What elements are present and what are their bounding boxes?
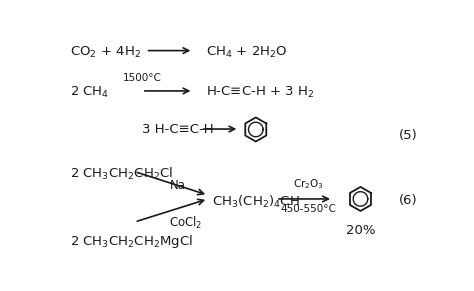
Text: 20%: 20% <box>346 224 375 237</box>
Text: CO$_2$ + 4H$_2$: CO$_2$ + 4H$_2$ <box>70 45 141 60</box>
Text: 2 CH$_3$CH$_2$CH$_2$MgCl: 2 CH$_3$CH$_2$CH$_2$MgCl <box>70 233 193 250</box>
Text: 450-550°C: 450-550°C <box>281 204 336 214</box>
Text: Cr$_2$O$_3$: Cr$_2$O$_3$ <box>293 177 324 191</box>
Text: 2 CH$_3$CH$_2$CH$_2$Cl: 2 CH$_3$CH$_2$CH$_2$Cl <box>70 166 173 182</box>
Text: 3 H-C≡C-H: 3 H-C≡C-H <box>142 123 213 136</box>
Text: H-C≡C-H + 3 H$_2$: H-C≡C-H + 3 H$_2$ <box>206 85 314 100</box>
Text: 1500°C: 1500°C <box>122 73 161 83</box>
Text: (5): (5) <box>399 129 418 142</box>
Text: CH$_3$(CH$_2$)$_4$CH: CH$_3$(CH$_2$)$_4$CH <box>212 194 300 210</box>
Text: 2 CH$_4$: 2 CH$_4$ <box>70 85 109 100</box>
Text: (6): (6) <box>399 194 418 207</box>
Text: Na: Na <box>169 180 185 192</box>
Text: CoCl$_2$: CoCl$_2$ <box>169 215 203 231</box>
Text: CH$_4$ + 2H$_2$O: CH$_4$ + 2H$_2$O <box>206 45 288 60</box>
